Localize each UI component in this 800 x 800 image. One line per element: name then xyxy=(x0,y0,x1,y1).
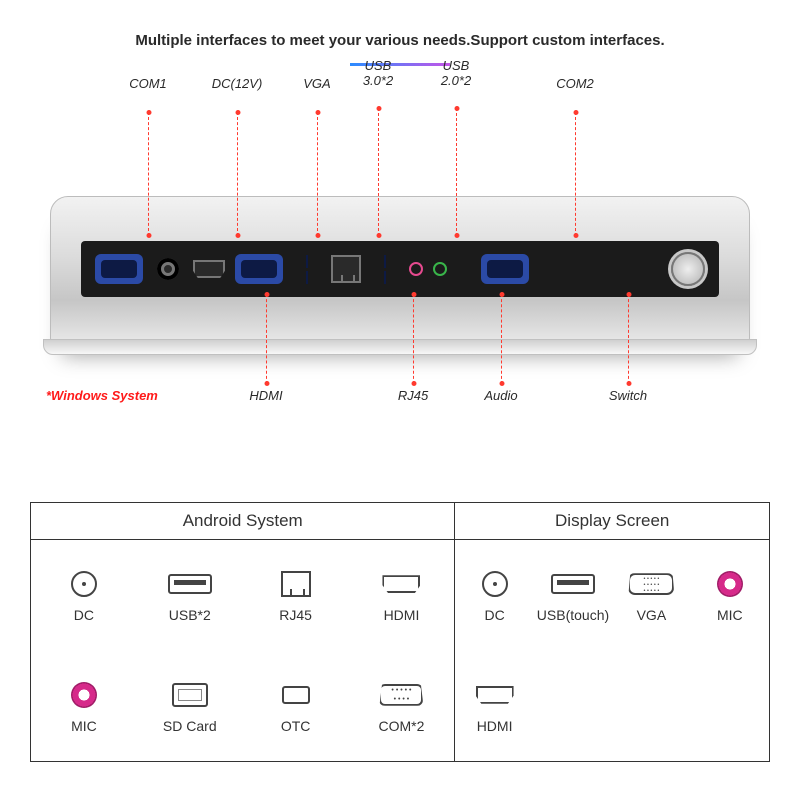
label-switch: Switch xyxy=(609,388,647,403)
android-cell-7: COM*2 xyxy=(349,651,455,762)
display-cell-2: VGA xyxy=(612,540,690,651)
android-heading: Android System xyxy=(31,503,454,540)
usb-icon xyxy=(168,574,212,594)
display-column: Display Screen DC USB(touch) VGA MIC HDMI xyxy=(454,503,769,761)
port-audio-mic xyxy=(409,262,423,276)
display-cell-6 xyxy=(612,651,690,762)
label-com2: COM2 xyxy=(556,76,594,91)
display-label-3: MIC xyxy=(717,607,743,623)
display-cell-1: USB(touch) xyxy=(534,540,612,651)
display-cell-5 xyxy=(534,651,612,762)
label-usb2: USB2.0*2 xyxy=(441,58,471,88)
page-title: Multiple interfaces to meet your various… xyxy=(0,0,800,49)
display-cell-7 xyxy=(691,651,769,762)
display-label-1: USB(touch) xyxy=(537,607,609,623)
port-rj45 xyxy=(331,255,361,283)
vga-icon xyxy=(628,573,674,595)
android-label-4: MIC xyxy=(71,718,97,734)
label-hdmi: HDMI xyxy=(249,388,282,403)
android-label-2: RJ45 xyxy=(279,607,312,623)
display-label-2: VGA xyxy=(637,607,667,623)
port-dc xyxy=(157,258,179,280)
hdmi-icon xyxy=(476,686,514,704)
power-switch xyxy=(671,252,705,286)
port-usb3 xyxy=(293,254,321,284)
display-cell-3: MIC xyxy=(691,540,769,651)
dc-icon xyxy=(71,571,97,597)
rj-icon xyxy=(281,571,311,597)
android-label-6: OTC xyxy=(281,718,311,734)
label-audio: Audio xyxy=(484,388,517,403)
android-cell-3: HDMI xyxy=(349,540,455,651)
label-vga: VGA xyxy=(303,76,330,91)
usb-icon xyxy=(551,574,595,594)
android-cell-2: RJ45 xyxy=(243,540,349,651)
sd-icon xyxy=(172,683,208,707)
label-rj45: RJ45 xyxy=(398,388,428,403)
label-usb3: USB3.0*2 xyxy=(363,58,393,88)
dc-icon xyxy=(482,571,508,597)
android-label-1: USB*2 xyxy=(169,607,211,623)
port-hdmi xyxy=(193,260,225,278)
android-cell-0: DC xyxy=(31,540,137,651)
android-label-3: HDMI xyxy=(384,607,420,623)
display-label-4: HDMI xyxy=(477,718,513,734)
display-label-0: DC xyxy=(484,607,504,623)
android-cell-1: USB*2 xyxy=(137,540,243,651)
com-icon xyxy=(379,684,423,706)
interface-diagram: *Windows System COM1DC(12V)VGAUSB3.0*2US… xyxy=(0,66,800,446)
otc-icon xyxy=(282,686,310,704)
hdmi-icon xyxy=(382,575,420,593)
android-cell-6: OTC xyxy=(243,651,349,762)
mic-icon xyxy=(717,571,743,597)
device-body xyxy=(50,196,750,346)
android-column: Android System DC USB*2 RJ45 HDMI MIC SD Card… xyxy=(31,503,454,761)
port-com1 xyxy=(95,254,143,284)
port-com2 xyxy=(481,254,529,284)
system-note: *Windows System xyxy=(46,388,158,403)
android-label-5: SD Card xyxy=(163,718,217,734)
label-com1: COM1 xyxy=(129,76,167,91)
display-cell-4: HDMI xyxy=(455,651,533,762)
port-vga xyxy=(235,254,283,284)
android-cell-5: SD Card xyxy=(137,651,243,762)
spec-tables: Android System DC USB*2 RJ45 HDMI MIC SD Card… xyxy=(30,502,770,762)
android-label-7: COM*2 xyxy=(379,718,425,734)
display-cell-0: DC xyxy=(455,540,533,651)
mic-icon xyxy=(71,682,97,708)
port-usb2 xyxy=(371,254,399,284)
port-strip xyxy=(81,241,719,297)
android-label-0: DC xyxy=(74,607,94,623)
port-audio-out xyxy=(433,262,447,276)
label-dc: DC(12V) xyxy=(212,76,263,91)
display-heading: Display Screen xyxy=(455,503,769,540)
android-cell-4: MIC xyxy=(31,651,137,762)
